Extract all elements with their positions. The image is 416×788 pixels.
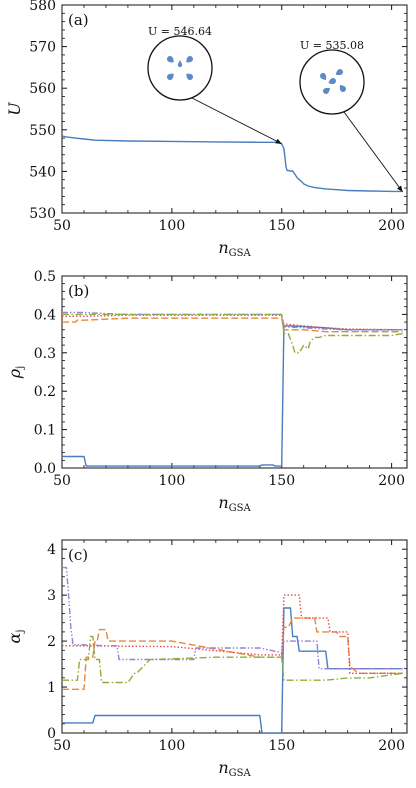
- plot-frame: [61, 539, 408, 734]
- y-tick-label: 0.4: [34, 307, 56, 323]
- y-tick-label: 560: [29, 81, 56, 97]
- y-tick-label: 0.3: [34, 346, 56, 362]
- panel-b: 50 100 150 200 0.0 0.1 0.2 0.3 0.4 0.5 nGSA ρj (b): [5, 269, 408, 514]
- y-tick-label: 0: [47, 726, 56, 742]
- inset-2: U = 535.08: [299, 39, 403, 193]
- y-tick-label: 0.5: [34, 269, 56, 285]
- series-line-5: [62, 313, 403, 354]
- series-line-3: [62, 594, 403, 674]
- x-tick-label: 200: [378, 218, 405, 234]
- y-tick-label: 2: [47, 634, 56, 650]
- y-tick-label: 0.2: [34, 384, 56, 400]
- particle: [335, 69, 343, 76]
- x-tick-label: 50: [53, 473, 71, 489]
- series-line-2: [62, 617, 403, 690]
- inset-1: U = 546.64: [147, 25, 282, 145]
- arrow-line: [191, 97, 282, 145]
- x-tick-label: 100: [159, 218, 186, 234]
- x-tick-label: 200: [378, 473, 405, 489]
- particle: [339, 85, 346, 92]
- arrow-head: [396, 185, 403, 192]
- y-tick-label: 540: [29, 164, 56, 180]
- plot-frame: [61, 275, 408, 469]
- series-group: [62, 135, 403, 193]
- panel-c: 50 100 150 200 0 1 2 3 4 nGSA αj (c): [5, 539, 408, 779]
- series-line-4: [62, 566, 403, 670]
- x-tick-label: 150: [268, 218, 295, 234]
- particle: [167, 73, 174, 80]
- x-axis-label: nGSA: [218, 758, 251, 779]
- y-tick-label: 530: [29, 206, 56, 222]
- y-tick-label: 550: [29, 123, 56, 139]
- panel-label: (c): [68, 546, 88, 564]
- series-line-1: [62, 607, 403, 733]
- y-tick-label: 1: [47, 680, 56, 696]
- series-group: [62, 566, 403, 733]
- y-tick-label: 0.1: [34, 423, 56, 439]
- particle: [177, 60, 183, 68]
- y-tick-label: 4: [47, 542, 56, 558]
- series-line-3: [62, 314, 403, 331]
- y-tick-label: 3: [47, 588, 56, 604]
- series-line-5: [62, 635, 403, 684]
- inset-circle: [147, 35, 213, 101]
- y-tick-label: 570: [29, 40, 56, 56]
- series-line-2: [62, 317, 403, 333]
- x-tick-label: 100: [159, 473, 186, 489]
- series-line-1: [62, 135, 403, 193]
- arrow-line: [343, 111, 403, 193]
- x-tick-label: 150: [268, 473, 295, 489]
- particle: [320, 73, 327, 81]
- panel-label: (a): [68, 11, 89, 29]
- particle: [186, 56, 193, 63]
- series-group: [62, 311, 403, 467]
- plot-frame: [61, 4, 408, 214]
- y-tick-label: 0.0: [34, 461, 56, 477]
- x-axis-label: nGSA: [218, 238, 251, 259]
- panel-label: (b): [68, 282, 89, 300]
- x-tick-label: 50: [53, 218, 71, 234]
- x-tick-label: 100: [159, 738, 186, 754]
- series-line-1: [62, 325, 403, 467]
- y-axis-label: αj: [5, 630, 26, 644]
- y-axis-label: ρj: [5, 366, 26, 380]
- y-tick-label: 580: [29, 0, 56, 14]
- x-axis-label: nGSA: [218, 493, 251, 514]
- particle: [328, 78, 336, 85]
- particle: [323, 87, 331, 94]
- x-tick-label: 50: [53, 738, 71, 754]
- particle: [167, 56, 174, 63]
- x-tick-label: 200: [378, 738, 405, 754]
- arrow-head: [275, 138, 282, 144]
- particle: [186, 73, 193, 80]
- energy-annotation: U = 546.64: [148, 25, 212, 38]
- panel-a: 50 100 150 200 530 540 550 560 570 580 nGSA U (a) U =…: [5, 0, 408, 259]
- y-axis-label: U: [5, 102, 24, 116]
- x-tick-label: 150: [268, 738, 295, 754]
- energy-annotation: U = 535.08: [300, 39, 364, 52]
